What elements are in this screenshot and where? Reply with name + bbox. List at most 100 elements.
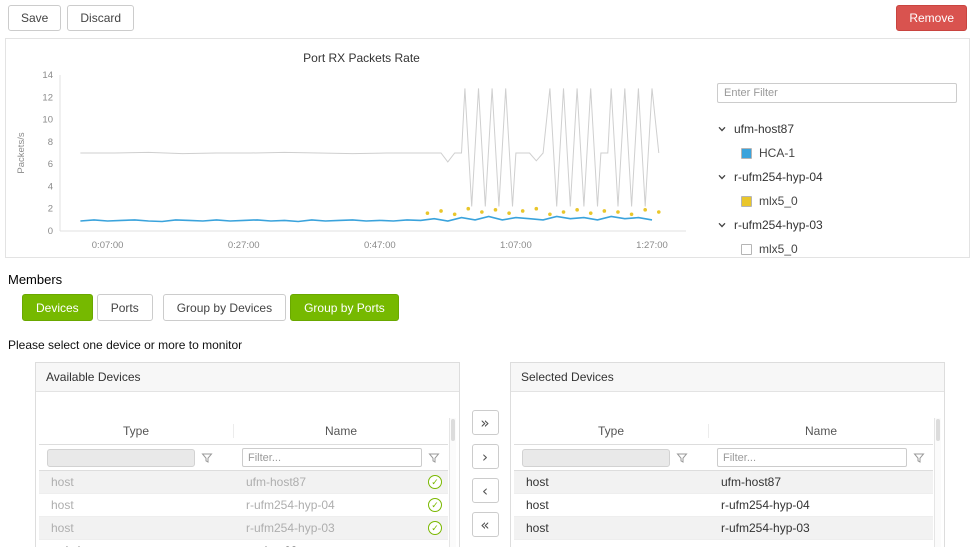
svg-text:6: 6 xyxy=(48,159,53,170)
cell-type: host xyxy=(51,521,74,535)
name-filter-input[interactable] xyxy=(717,448,907,467)
tree-host-label: r-ufm254-hyp-03 xyxy=(734,218,823,232)
toggle-ports[interactable]: Ports xyxy=(96,294,153,321)
table-row[interactable]: switch sw-hpc62 ✓ xyxy=(39,540,448,547)
save-button[interactable]: Save xyxy=(8,5,62,31)
table-header-row: Type Name xyxy=(514,418,933,445)
chart-area: Port RX Packets Rate 0 2 4 6 8 10 12 14 0:07:00 0… xyxy=(6,39,717,257)
table-filter-row xyxy=(39,445,448,471)
type-filter-dropdown[interactable] xyxy=(522,448,670,467)
tree-host-label: ufm-host87 xyxy=(734,122,795,136)
svg-text:Packets/s: Packets/s xyxy=(16,132,27,173)
move-left-button[interactable]: ‹ xyxy=(471,478,499,503)
table-row: host r-ufm254-hyp-04 ✓ xyxy=(39,494,448,517)
tree-port-hca-1[interactable]: HCA-1 xyxy=(717,141,957,165)
move-right-button[interactable]: › xyxy=(471,444,499,469)
tree-host-r-ufm254-hyp-04[interactable]: r-ufm254-hyp-04 xyxy=(717,165,957,189)
filter-funnel-icon[interactable] xyxy=(913,452,925,464)
svg-text:1:27:00: 1:27:00 xyxy=(636,240,668,251)
table-row: host ufm-host87 ✓ xyxy=(39,471,448,494)
tree-port-mlx5-0-hyp03[interactable]: mlx5_0 xyxy=(717,237,957,261)
table-row[interactable]: host r-ufm254-hyp-03 xyxy=(514,517,933,540)
monitor-chart-card: Port RX Packets Rate 0 2 4 6 8 10 12 14 0:07:00 0… xyxy=(5,38,970,258)
chevron-down-icon xyxy=(718,174,726,180)
toggle-group-by-devices[interactable]: Group by Devices xyxy=(162,294,287,321)
top-toolbar: Save Discard Remove xyxy=(0,0,975,36)
selected-devices-panel: Selected Devices Type Name xyxy=(510,362,945,547)
column-header-name[interactable]: Name xyxy=(804,424,837,438)
tree-host-r-ufm254-hyp-03[interactable]: r-ufm254-hyp-03 xyxy=(717,213,957,237)
selected-devices-body: Type Name host ufm-host87 xyxy=(511,392,944,547)
filter-funnel-icon[interactable] xyxy=(428,452,440,464)
tree-host-label: r-ufm254-hyp-04 xyxy=(734,170,823,184)
type-filter-dropdown[interactable] xyxy=(47,448,195,467)
table-filter-row xyxy=(514,445,933,471)
svg-text:12: 12 xyxy=(42,92,53,103)
legend-tree: ufm-host87 HCA-1 r-ufm254-hyp-04 mlx5_0 … xyxy=(717,117,957,261)
vertical-scrollbar[interactable] xyxy=(449,418,456,547)
filter-funnel-icon[interactable] xyxy=(201,452,213,464)
cell-name: ufm-host87 xyxy=(721,475,782,489)
discard-button[interactable]: Discard xyxy=(67,5,135,31)
series-checkbox[interactable] xyxy=(741,243,752,255)
already-selected-check-icon: ✓ xyxy=(428,475,442,489)
cell-type: host xyxy=(526,521,549,535)
selected-devices-title: Selected Devices xyxy=(511,363,944,392)
available-devices-table: Type Name host ufm-host87 ✓ xyxy=(39,418,456,547)
cell-name: ufm-host87 xyxy=(246,475,307,489)
chevron-down-icon xyxy=(718,126,726,132)
table-row[interactable]: host ufm-host87 xyxy=(514,471,933,494)
available-devices-title: Available Devices xyxy=(36,363,459,392)
already-selected-check-icon: ✓ xyxy=(428,498,442,512)
cell-name: sw-hpc62 xyxy=(234,544,448,547)
filter-funnel-icon[interactable] xyxy=(676,452,688,464)
tree-port-mlx5-0-hyp04[interactable]: mlx5_0 xyxy=(717,189,957,213)
table-header-row: Type Name xyxy=(39,418,448,445)
select-device-hint: Please select one device or more to moni… xyxy=(8,338,243,352)
chart-title: Port RX Packets Rate xyxy=(303,51,420,65)
svg-text:8: 8 xyxy=(48,137,53,148)
cell-type: switch xyxy=(39,544,234,547)
cell-type: host xyxy=(51,475,74,489)
device-transfer-area: Available Devices Type Name xyxy=(35,362,975,547)
name-filter-input[interactable] xyxy=(242,448,422,467)
series-checkbox[interactable] xyxy=(741,195,752,207)
cell-name: r-ufm254-hyp-04 xyxy=(246,498,335,512)
legend-filter-input[interactable] xyxy=(717,83,957,103)
cell-name: r-ufm254-hyp-03 xyxy=(721,521,810,535)
svg-text:0:47:00: 0:47:00 xyxy=(364,240,396,251)
chevron-down-icon xyxy=(718,222,726,228)
svg-text:2: 2 xyxy=(48,204,53,215)
cell-type: host xyxy=(526,498,549,512)
svg-text:1:07:00: 1:07:00 xyxy=(500,240,532,251)
svg-text:0:27:00: 0:27:00 xyxy=(228,240,260,251)
cell-name: r-ufm254-hyp-04 xyxy=(721,498,810,512)
tree-host-ufm-host87[interactable]: ufm-host87 xyxy=(717,117,957,141)
tree-port-label: mlx5_0 xyxy=(759,242,798,256)
remove-button[interactable]: Remove xyxy=(896,5,967,31)
table-row: host r-ufm254-hyp-03 ✓ xyxy=(39,517,448,540)
svg-text:4: 4 xyxy=(48,181,53,192)
toggle-group-by-ports[interactable]: Group by Ports xyxy=(290,294,399,321)
move-all-left-button[interactable]: « xyxy=(471,512,499,537)
move-all-right-button[interactable]: » xyxy=(471,410,499,435)
column-header-type[interactable]: Type xyxy=(514,424,709,438)
table-row[interactable]: host r-ufm254-hyp-04 xyxy=(514,494,933,517)
column-header-type[interactable]: Type xyxy=(39,424,234,438)
selected-devices-table: Type Name host ufm-host87 xyxy=(514,418,941,547)
vertical-scrollbar[interactable] xyxy=(934,418,941,547)
members-section-label: Members xyxy=(8,272,63,287)
column-header-name[interactable]: Name xyxy=(324,424,357,438)
svg-text:10: 10 xyxy=(42,115,53,126)
scrollbar-thumb[interactable] xyxy=(451,419,455,441)
available-devices-body: Type Name host ufm-host87 ✓ xyxy=(36,392,459,547)
svg-text:14: 14 xyxy=(42,70,53,81)
transfer-buttons: » › ‹ « xyxy=(460,362,510,537)
toggle-devices[interactable]: Devices xyxy=(22,294,93,321)
tree-port-label: HCA-1 xyxy=(759,146,796,160)
series-checkbox[interactable] xyxy=(741,147,752,159)
members-toggle-row: Devices Ports Group by Devices Group by … xyxy=(22,294,975,321)
port-rx-packets-chart: 0 2 4 6 8 10 12 14 0:07:00 0:27:00 0:47:00 1:07:00 1… xyxy=(16,70,686,251)
svg-text:0: 0 xyxy=(48,226,53,237)
scrollbar-thumb[interactable] xyxy=(936,419,940,441)
